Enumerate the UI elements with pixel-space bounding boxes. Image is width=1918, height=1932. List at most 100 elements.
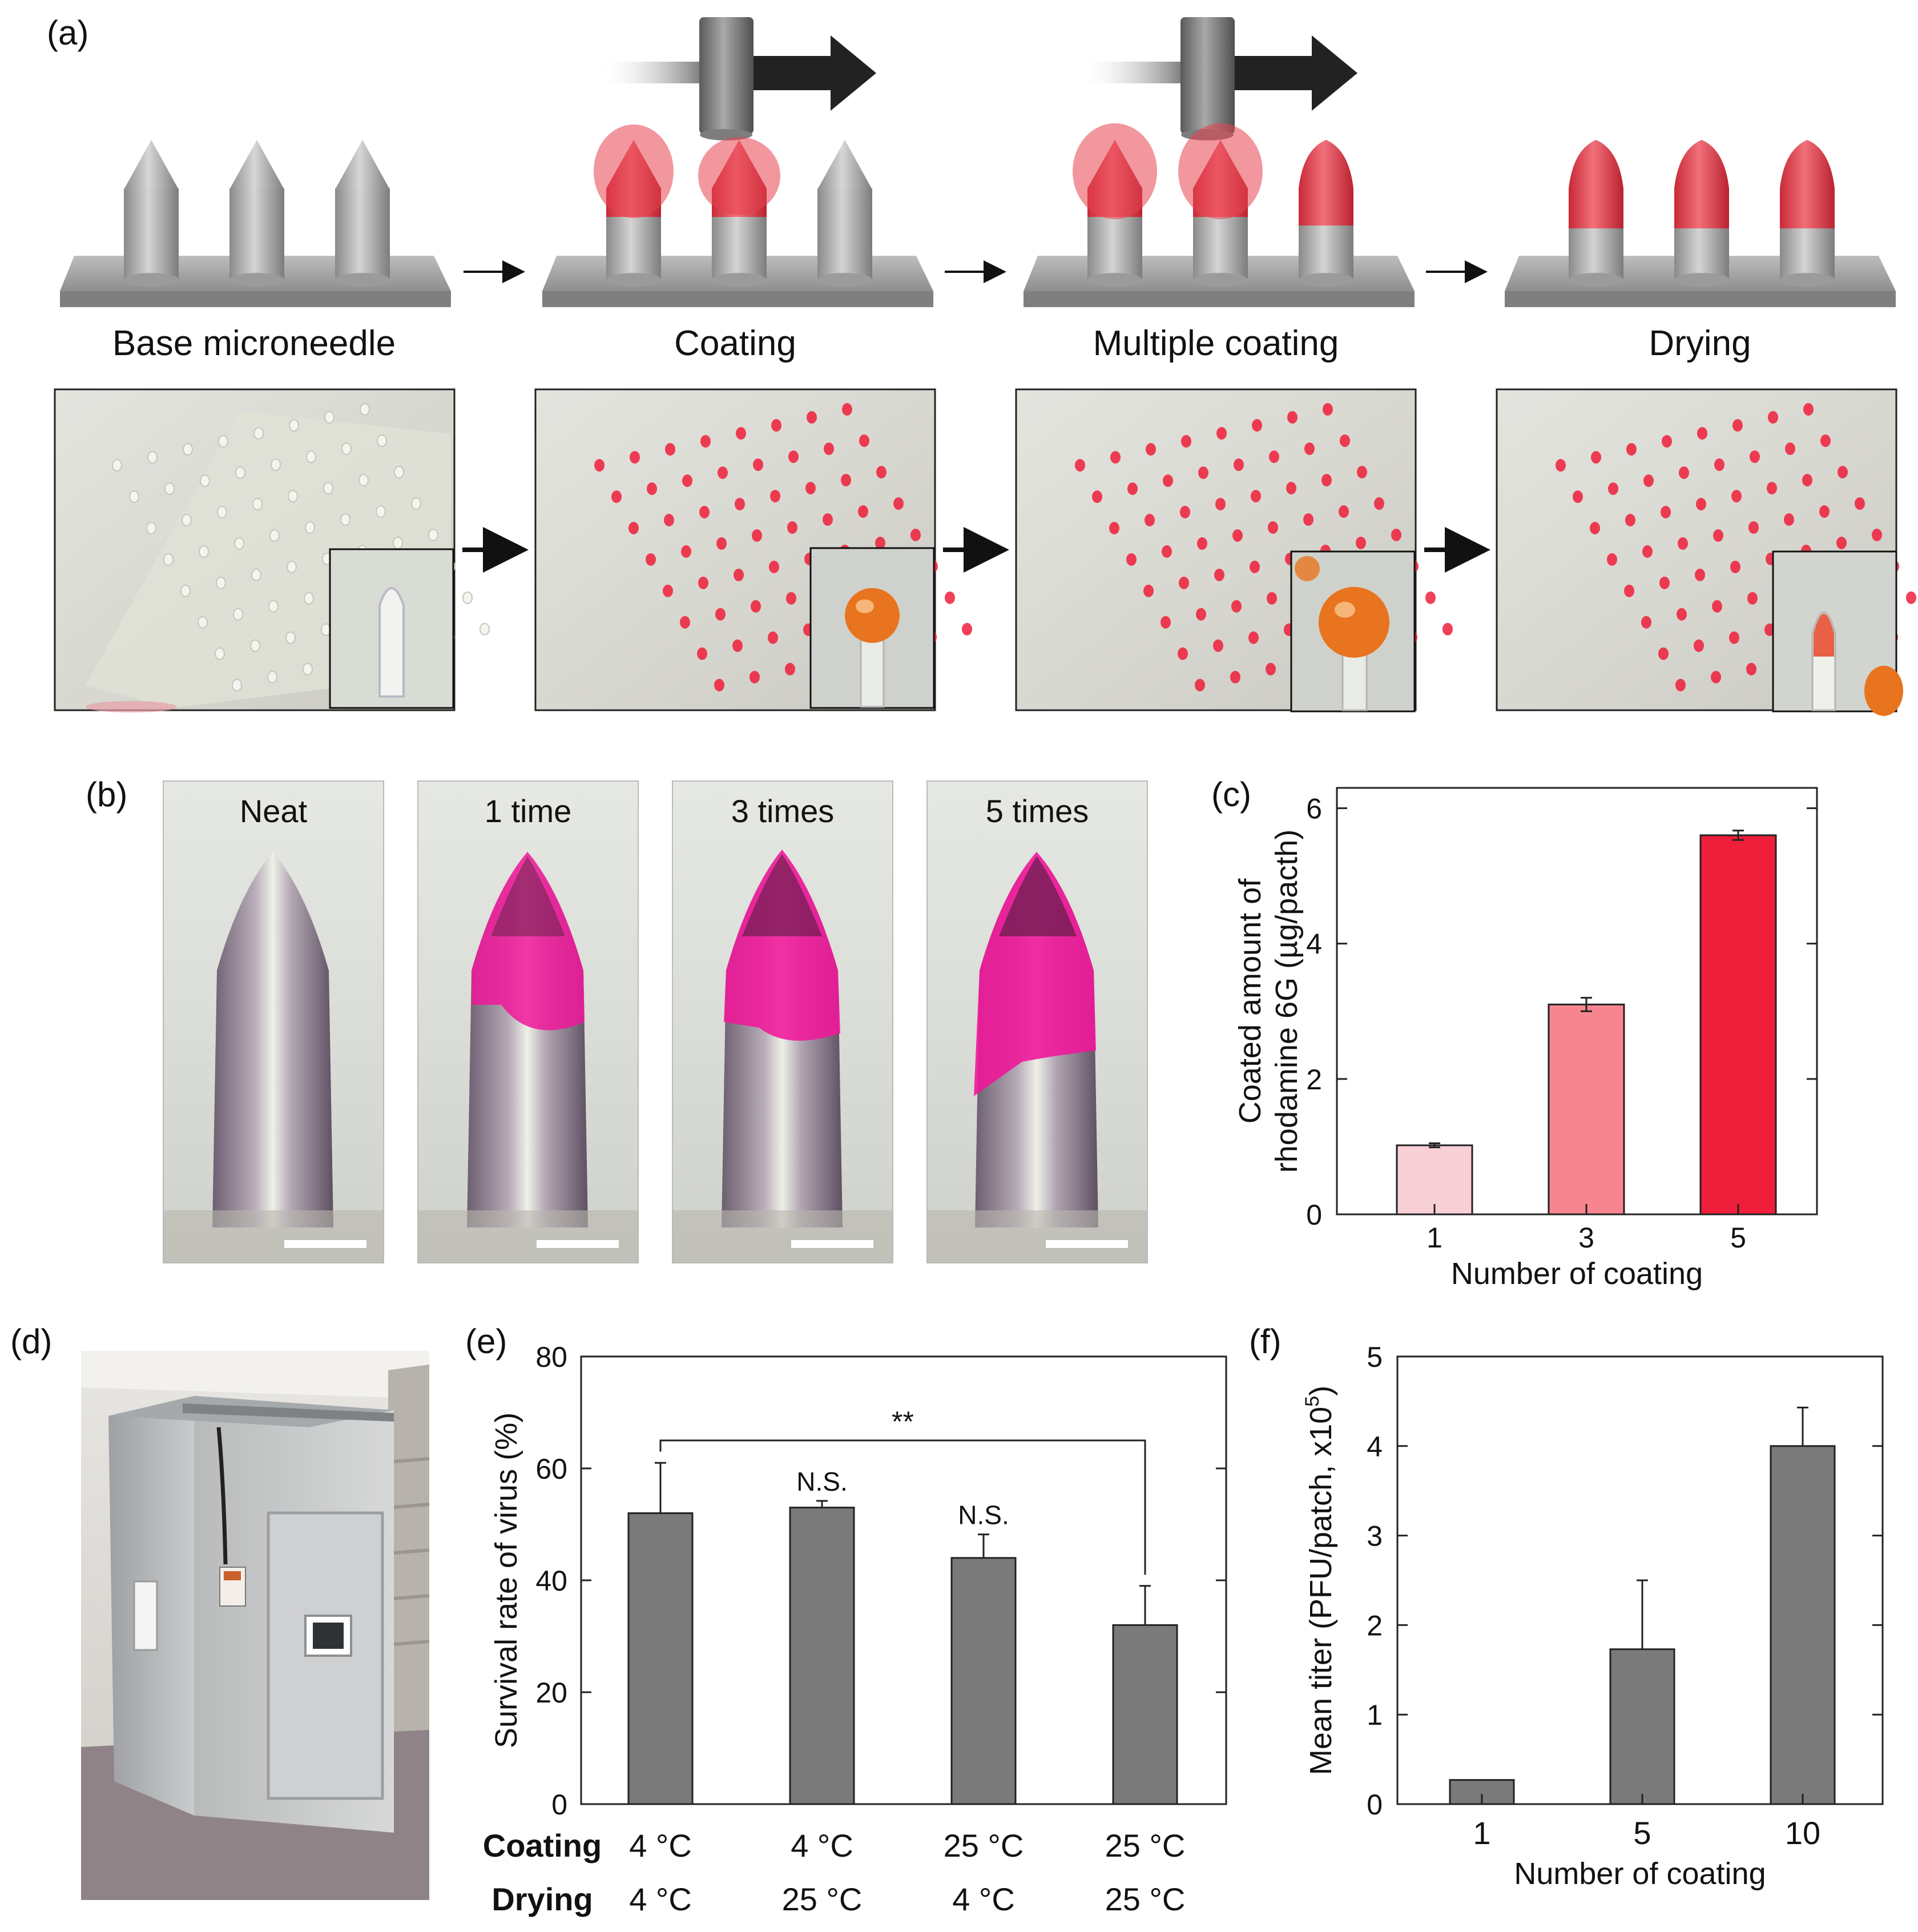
needle-dot (1679, 466, 1689, 479)
needle-dot (1658, 647, 1669, 660)
needle-dot (736, 427, 746, 440)
needle-dot (630, 451, 640, 464)
scale-bar (537, 1240, 619, 1248)
needle-dot (1357, 466, 1367, 478)
needle-dot (611, 490, 622, 503)
coating-temp: 25 °C (1105, 1828, 1186, 1863)
needle-dot (1677, 608, 1687, 621)
needle-dot (1146, 443, 1156, 456)
y-tick-label: 1 (1367, 1699, 1383, 1731)
needle-dot (1197, 537, 1207, 550)
needle-dot (824, 442, 834, 455)
needle-dot (393, 537, 403, 549)
needle-dot (663, 585, 673, 597)
y-tick-label: 20 (535, 1677, 567, 1709)
y-tick-label: 80 (535, 1341, 567, 1373)
schematic-base-microneedle (60, 140, 451, 307)
needle-dot (1626, 443, 1637, 456)
needle-dot (1092, 490, 1102, 503)
needle-dot (180, 585, 191, 597)
needle-dot (341, 442, 352, 455)
needle-dot (164, 482, 175, 495)
y-tick-label: 2 (1367, 1609, 1383, 1641)
needle-dot (234, 537, 244, 550)
needle-dot (199, 545, 209, 558)
needle-dot (910, 529, 921, 541)
needle-dot (1075, 459, 1085, 472)
x-tick-label: 5 (1633, 1815, 1651, 1851)
y-tick-label: 5 (1367, 1341, 1383, 1373)
needle-dot (1215, 498, 1226, 510)
needle-dot (1713, 529, 1723, 542)
needle-dot (1251, 490, 1261, 502)
needle-dot (1556, 459, 1566, 472)
needle-dot (1303, 513, 1313, 526)
scale-bar (284, 1240, 366, 1248)
needle-dot (876, 466, 887, 478)
x-tick-label: 5 (1730, 1222, 1746, 1254)
needle-dot (718, 466, 728, 479)
needle-photo-1-time: 1 time (417, 780, 639, 1263)
bar (1770, 1445, 1836, 1805)
needle-dot (807, 411, 817, 424)
needle-dot (147, 451, 158, 464)
needle-dot (734, 569, 744, 581)
needle-dot (1181, 435, 1191, 448)
needle-dot (1659, 577, 1670, 589)
needle-dot (1126, 553, 1137, 566)
bar (1396, 1144, 1473, 1215)
needle-dot (253, 427, 264, 440)
annotation-ns: N.S. (796, 1467, 847, 1496)
chart-f: Mean titer (PFU/patch, x105) Number of c… (1302, 1341, 1884, 1891)
needle-dot (1196, 608, 1206, 621)
needle-dot (1232, 529, 1243, 542)
row-label-drying: Drying (491, 1881, 593, 1917)
bar (950, 1557, 1017, 1805)
step-label-multiple-coating: Multiple coating (1093, 324, 1339, 363)
label-5-times: 5 times (986, 793, 1089, 829)
needle-photo-neat: Neat (163, 780, 384, 1263)
needle-dot (215, 647, 225, 660)
photo-base-microneedle (54, 388, 490, 713)
needle-dot (1374, 497, 1384, 510)
needle-dot (787, 521, 797, 534)
needle-dot (681, 545, 691, 558)
needle-dot (1819, 505, 1830, 518)
y-tick-label: 2 (1306, 1064, 1322, 1096)
photo-multiple-coating (1015, 388, 1453, 713)
needle-dot (1216, 427, 1227, 440)
needle-dot (218, 435, 228, 448)
needle-dot (682, 474, 692, 487)
needle-dot (699, 506, 710, 518)
needle-dot (1785, 442, 1795, 455)
needle-dot (1643, 474, 1654, 487)
annotation-ns: N.S. (958, 1500, 1009, 1530)
needle-dot (1836, 537, 1847, 549)
needle-dot (753, 458, 763, 471)
panel-label-b: (b) (86, 775, 127, 814)
needle-dot (235, 466, 245, 479)
bar (1609, 1648, 1675, 1805)
needle-dot (360, 403, 370, 416)
needle-dot (1267, 592, 1277, 605)
needle-dot (786, 592, 796, 605)
panel-label-a: (a) (47, 14, 88, 52)
chart-e-ylabel: Survival rate of virus (%) (489, 1412, 523, 1748)
needle-dot (716, 537, 727, 550)
needle-dot (1803, 403, 1814, 416)
needle-dot (1748, 521, 1759, 534)
needle-dot (1195, 679, 1205, 691)
significance-label: ** (892, 1406, 914, 1438)
label-neat: Neat (240, 793, 308, 829)
cold-room-photo (81, 1351, 430, 1900)
needle-dot (751, 600, 761, 613)
needle-dot (1178, 647, 1188, 660)
needle-dot (1163, 474, 1173, 487)
needle-dot (1252, 419, 1262, 432)
needle-dot (1161, 616, 1171, 629)
needle-dot (1162, 545, 1172, 558)
needle-dot (428, 529, 438, 541)
needle-dot (1642, 545, 1653, 558)
y-tick-label: 6 (1306, 793, 1322, 825)
needle-dot (697, 647, 707, 660)
